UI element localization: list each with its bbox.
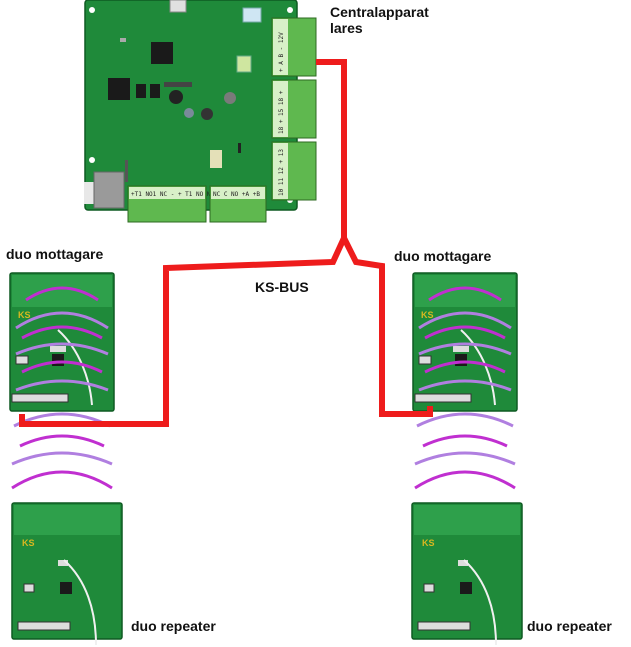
terminal-block-bottom-right: NC C NO +A +B: [209, 185, 267, 223]
terminal-label: + A B - 12V: [278, 32, 285, 72]
terminal-block-bottom-left: +T1 NO1 NC - + T1 NO NC -: [127, 185, 221, 223]
board-logo: KS: [22, 538, 35, 548]
terminal-label: 18 + 15 18 +: [278, 90, 285, 134]
repeater-left-label: duo repeater: [131, 618, 216, 634]
ks-bus-label: KS-BUS: [255, 279, 309, 295]
receiver-board-right: KS: [412, 272, 518, 412]
central-unit-board: + A B - 12V 18 + 15 18 + 10 11 12 + 13 +…: [84, 0, 317, 223]
terminal-block-top: + A B - 12V: [271, 17, 317, 77]
central-unit-label: Centralapparat lares: [330, 4, 429, 36]
terminal-label: 10 11 12 + 13: [278, 149, 285, 196]
terminal-label: +T1 NO1 NC - + T1 NO NC -: [131, 191, 221, 198]
board-logo: KS: [422, 538, 435, 548]
receiver-left-label: duo mottagare: [6, 246, 104, 262]
terminal-block-mid: 18 + 15 18 +: [271, 79, 317, 139]
terminal-block-bottom: 10 11 12 + 13: [271, 141, 317, 201]
ks-bus-line: [19, 59, 347, 427]
central-unit-label-line1: Centralapparat: [330, 4, 429, 20]
board-logo: KS: [421, 310, 434, 320]
repeater-board-right: KS: [411, 502, 523, 646]
radio-waves-right: [414, 286, 516, 490]
ks-bus-branch-right: [341, 236, 433, 417]
repeater-right-label: duo repeater: [527, 618, 612, 634]
receiver-right-label: duo mottagare: [394, 248, 492, 264]
receiver-board-left: KS: [9, 272, 115, 412]
repeater-board-left: KS: [11, 502, 123, 646]
terminal-label: NC C NO +A +B: [213, 191, 260, 198]
radio-waves-left: [11, 286, 113, 490]
central-unit-label-line2: lares: [330, 20, 363, 36]
board-logo: KS: [18, 310, 31, 320]
